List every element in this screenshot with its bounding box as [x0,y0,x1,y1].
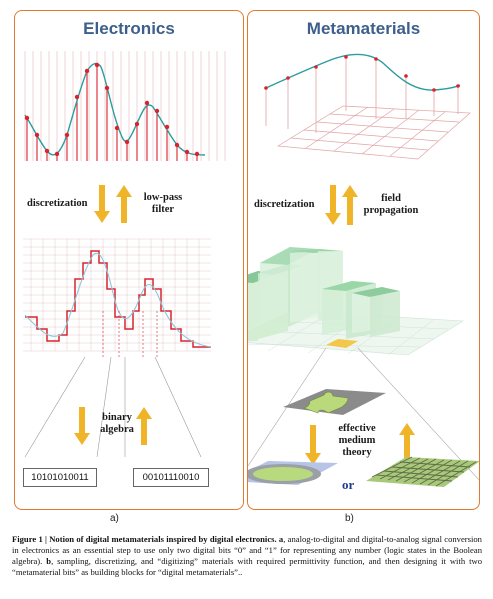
label-effective: effective [338,423,376,434]
label-field: field [381,193,401,204]
up-arrow-icon-4 [399,423,415,463]
analog-signal-curve [24,62,206,156]
label-algebra: algebra [100,424,134,435]
sublabel-b: b) [345,513,354,524]
sublabel-a: a) [110,513,119,524]
quantization-grid [23,238,211,352]
label-discretization-b: discretization [254,199,315,210]
caption-b-marker: b [46,556,52,566]
sample-points [24,62,200,157]
down-arrow-icon-2 [74,407,90,445]
down-arrow-icon-4 [305,425,321,465]
sampling-grid [24,51,226,161]
electronics-figure [23,51,226,458]
panel-title-electronics: Electronics [83,19,175,38]
up-arrow-icon-3 [342,185,358,225]
dashed-guides [102,311,158,357]
puzzle-plate-icon [283,389,386,415]
label-field-propagation: field propagation [358,193,424,217]
label-theory: theory [342,447,372,458]
or-label: or [342,477,355,492]
field-curve [265,53,461,91]
caption-a-marker: a [278,534,284,544]
bit-string-left: 10101010011 [23,468,97,487]
ring-bit-icon [248,461,338,485]
label-discretization: discretization [27,198,88,209]
spread-lines [248,347,479,481]
sample-stems [26,65,198,161]
panel-electronics: Electronics [14,10,244,510]
caption-a-text: , analog-to-digital and digital-to-analo… [12,534,482,566]
caption-b-text: , sampling, discretizing, and “digitizin… [12,556,482,577]
metamaterials-figure [248,53,479,487]
grid-bit-icon [366,456,479,487]
label-effective-medium-theory: effective medium theory [320,423,394,459]
projection-lines [24,356,202,458]
up-arrow-icon-2 [136,407,152,445]
figure-caption: Figure 1 | Notion of digital metamateria… [12,534,482,578]
panel-metamaterials: Metamaterials [247,10,480,510]
field-sample-points [264,55,460,92]
field-stems [265,57,459,133]
label-medium: medium [338,435,376,446]
quantized-signal [25,250,211,348]
reconstructed-curve [24,252,212,348]
panel-title-metamaterials: Metamaterials [306,19,421,38]
bit-string-right: 00101110010 [133,468,209,487]
label-binary-algebra: binary algebra [95,412,139,436]
label-low-pass-filter: low-pass filter [133,192,193,216]
label-low-pass: low-pass [143,192,183,203]
label-propagation: propagation [363,205,419,216]
label-filter: filter [151,204,175,215]
down-arrow-icon-3 [325,185,341,225]
discretized-blocks [248,247,464,356]
down-arrow-icon [94,185,110,223]
up-arrow-icon [116,185,132,223]
permittivity-grid [276,105,471,160]
caption-title: Figure 1 | Notion of digital metamateria… [12,534,277,544]
label-binary: binary [102,412,132,423]
